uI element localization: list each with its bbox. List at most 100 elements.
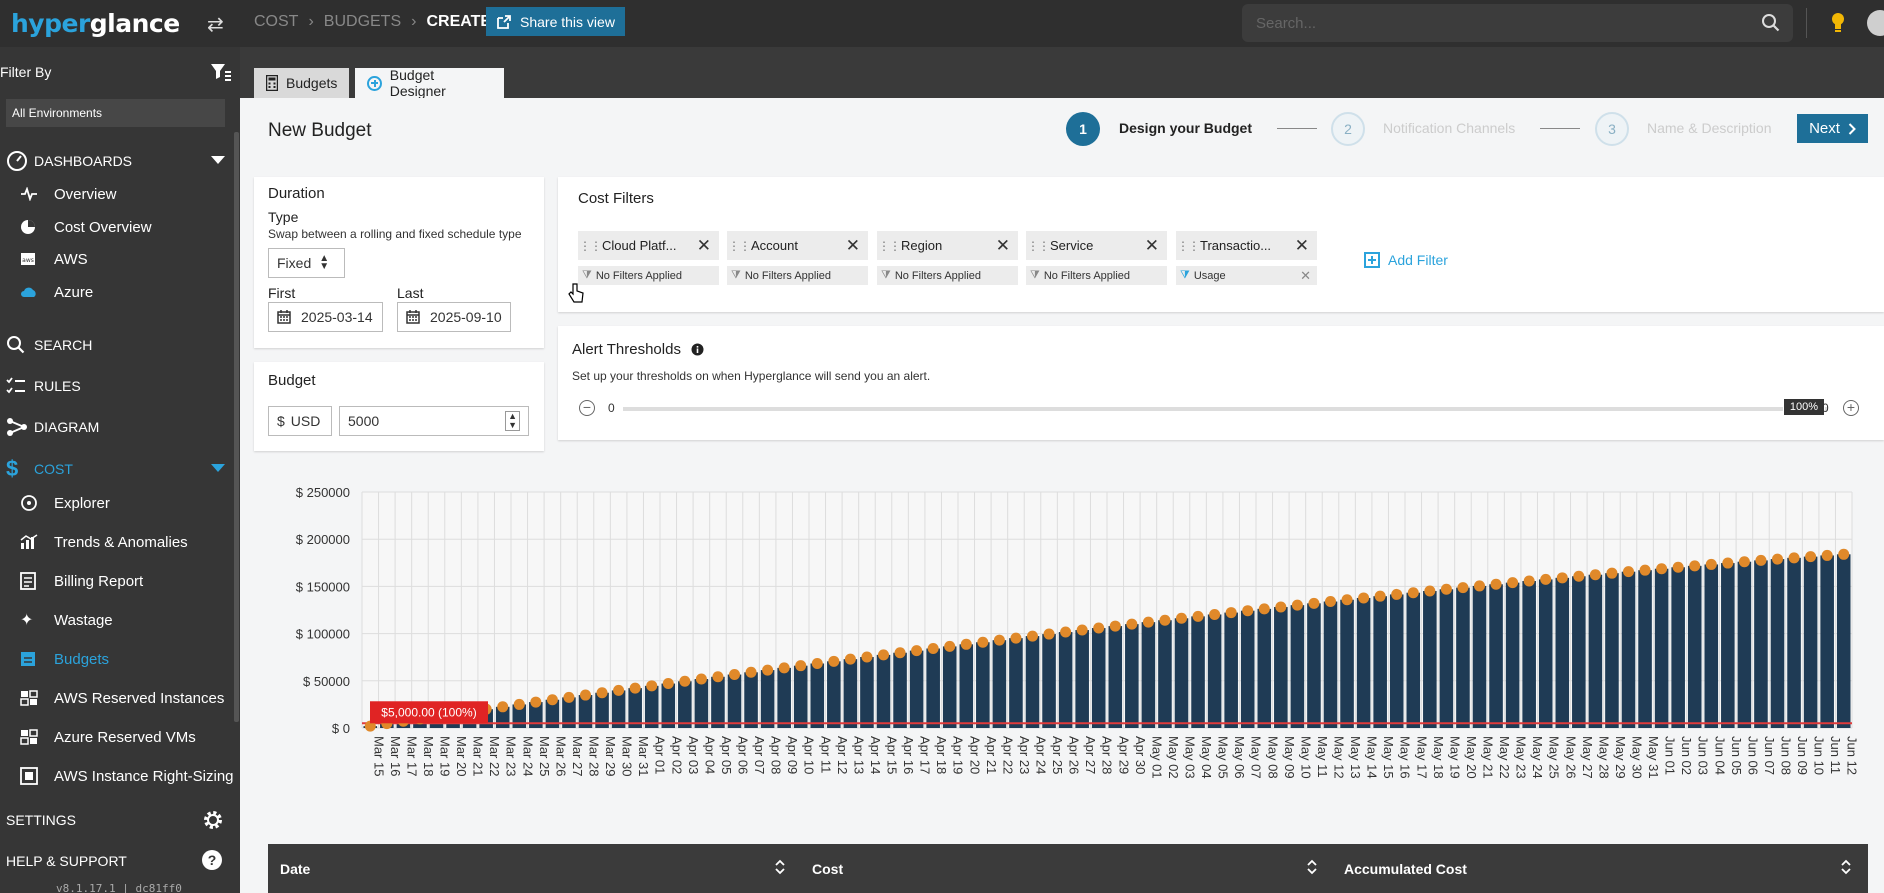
drag-handle-icon[interactable]: ⋮⋮ xyxy=(579,238,602,253)
help-icon[interactable]: ? xyxy=(202,850,222,870)
close-icon[interactable]: ✕ xyxy=(696,236,711,255)
x-tick-label: Apr 16 xyxy=(901,736,916,774)
share-view-button[interactable]: Share this view xyxy=(486,7,625,36)
budget-amount-input[interactable]: 5000 ▲ ▼ xyxy=(339,406,529,436)
gear-icon[interactable] xyxy=(202,809,224,831)
filter-status[interactable]: ⧩ No Filters Applied xyxy=(877,266,1018,285)
wizard-step-2[interactable]: 2 xyxy=(1331,112,1365,146)
sidebar-item-billing-report[interactable]: Billing Report xyxy=(0,567,234,595)
filter-chip-account[interactable]: ⋮⋮ Account ✕ xyxy=(727,231,868,260)
last-date-input[interactable]: 2025-09-10 xyxy=(397,302,511,332)
minus-circle-icon[interactable]: − xyxy=(579,400,595,416)
x-tick-label: Mar 19 xyxy=(438,736,453,776)
drag-handle-icon[interactable]: ⋮⋮ xyxy=(1177,238,1200,253)
info-icon[interactable] xyxy=(691,343,704,356)
close-icon[interactable]: ✕ xyxy=(845,236,860,255)
sidebar-item-trends[interactable]: Trends & Anomalies xyxy=(0,528,234,556)
close-icon[interactable]: ✕ xyxy=(995,236,1010,255)
sidebar-item-aws[interactable]: aws AWS xyxy=(0,245,234,273)
sidebar-item-explorer[interactable]: Explorer xyxy=(0,489,234,517)
filter-chip-region[interactable]: ⋮⋮ Region ✕ xyxy=(877,231,1018,260)
chart-bar xyxy=(1174,618,1189,728)
first-date-input[interactable]: 2025-03-14 xyxy=(268,302,383,332)
filter-status[interactable]: ⧩ Usage ✕ xyxy=(1176,266,1317,285)
help-support-label[interactable]: HELP & SUPPORT xyxy=(6,853,127,869)
chart-point xyxy=(1440,583,1452,595)
x-tick-label: May 07 xyxy=(1249,736,1264,779)
filter-status[interactable]: ⧩ No Filters Applied xyxy=(727,266,868,285)
schedule-type-select[interactable]: Fixed ▲ ▼ xyxy=(268,248,345,278)
chart-bar xyxy=(545,699,560,728)
column-cost[interactable]: Cost xyxy=(812,861,844,877)
global-search xyxy=(1242,4,1793,42)
sidebar-item-azure[interactable]: Azure xyxy=(0,278,234,306)
chart-point xyxy=(1606,567,1618,579)
chart-bar xyxy=(1456,587,1470,728)
nav-rules[interactable]: RULES xyxy=(0,372,240,400)
search-icon[interactable] xyxy=(1761,13,1781,33)
hyperglance-logo[interactable]: hyperglance xyxy=(11,9,180,38)
nav-diagram[interactable]: DIAGRAM xyxy=(0,413,240,441)
chart-point xyxy=(1540,573,1552,585)
settings-label[interactable]: SETTINGS xyxy=(6,812,77,828)
threshold-slider-handle[interactable]: 100% xyxy=(1783,398,1825,416)
lightbulb-icon[interactable] xyxy=(1829,11,1847,33)
environment-select[interactable]: All Environments xyxy=(6,99,225,127)
chart-point xyxy=(778,662,790,674)
close-icon[interactable]: ✕ xyxy=(1300,268,1311,283)
chart-point xyxy=(861,651,873,663)
filter-chip-service[interactable]: ⋮⋮ Service ✕ xyxy=(1026,231,1167,260)
sidebar-item-azure-reserved-vms[interactable]: Azure Reserved VMs xyxy=(0,723,234,751)
chart-bar xyxy=(876,654,891,728)
filter-icon[interactable] xyxy=(210,62,232,82)
column-accumulated-cost[interactable]: Accumulated Cost xyxy=(1344,861,1467,877)
stepper-icon[interactable]: ▲ ▼ xyxy=(505,411,520,431)
wizard-step-3[interactable]: 3 xyxy=(1595,112,1629,146)
nav-dashboards[interactable]: DASHBOARDS xyxy=(0,147,240,175)
filter-status[interactable]: ⧩ No Filters Applied xyxy=(578,266,719,285)
filter-status[interactable]: ⧩ No Filters Applied xyxy=(1026,266,1167,285)
sort-icon[interactable] xyxy=(1306,859,1318,875)
x-tick-label: Mar 22 xyxy=(487,736,502,776)
sidebar-item-overview[interactable]: Overview xyxy=(0,180,234,208)
plus-circle-icon[interactable]: + xyxy=(1843,400,1859,416)
nav-cost[interactable]: $ COST xyxy=(0,455,240,483)
wizard-step-1[interactable]: 1 xyxy=(1066,112,1100,146)
close-icon[interactable]: ✕ xyxy=(1294,236,1309,255)
x-tick-label: Apr 09 xyxy=(785,736,800,774)
tab-budget-designer[interactable]: Budget Designer xyxy=(355,67,504,99)
swap-icon[interactable]: ⇄ xyxy=(207,14,224,36)
drag-handle-icon[interactable]: ⋮⋮ xyxy=(728,238,751,253)
search-input[interactable] xyxy=(1242,4,1793,42)
alert-thresholds-title: Alert Thresholds xyxy=(572,341,681,358)
sidebar-item-wastage[interactable]: ✦ Wastage xyxy=(0,606,234,634)
add-filter-button[interactable]: Add Filter xyxy=(1364,252,1448,268)
next-button[interactable]: Next xyxy=(1797,114,1868,143)
sort-icon[interactable] xyxy=(1840,859,1852,875)
nav-search[interactable]: SEARCH xyxy=(0,331,240,359)
avatar[interactable] xyxy=(1867,10,1884,36)
drag-handle-icon[interactable]: ⋮⋮ xyxy=(878,238,901,253)
breadcrumb-budgets[interactable]: BUDGETS xyxy=(323,13,402,30)
tab-budgets[interactable]: Budgets xyxy=(254,68,350,98)
threshold-slider[interactable] xyxy=(623,407,1828,411)
x-tick-label: May 26 xyxy=(1563,736,1578,779)
sidebar-item-cost-overview[interactable]: Cost Overview xyxy=(0,213,234,241)
breadcrumb-cost[interactable]: COST xyxy=(254,13,299,30)
sort-icon[interactable] xyxy=(774,859,786,875)
sidebar-scrollbar[interactable] xyxy=(234,132,239,722)
sidebar-item-right-sizing[interactable]: AWS Instance Right-Sizing xyxy=(0,762,234,790)
chart-point xyxy=(364,720,376,732)
column-date[interactable]: Date xyxy=(280,861,311,877)
close-icon[interactable]: ✕ xyxy=(1144,236,1159,255)
sidebar-item-budgets[interactable]: Budgets xyxy=(0,645,234,673)
drag-handle-icon[interactable]: ⋮⋮ xyxy=(1027,238,1050,253)
sidebar-item-aws-reserved-instances[interactable]: AWS Reserved Instances xyxy=(0,684,234,712)
filter-chip-transaction[interactable]: ⋮⋮ Transactio... ✕ xyxy=(1176,231,1317,260)
filter-chip-cloud-platform[interactable]: ⋮⋮ Cloud Platf... ✕ xyxy=(578,231,719,260)
x-tick-label: May 21 xyxy=(1481,736,1496,779)
currency-select[interactable]: $ USD xyxy=(268,406,332,436)
dashboard-icon xyxy=(0,150,34,172)
chart-point xyxy=(546,694,558,706)
chart-bar xyxy=(1356,597,1371,728)
